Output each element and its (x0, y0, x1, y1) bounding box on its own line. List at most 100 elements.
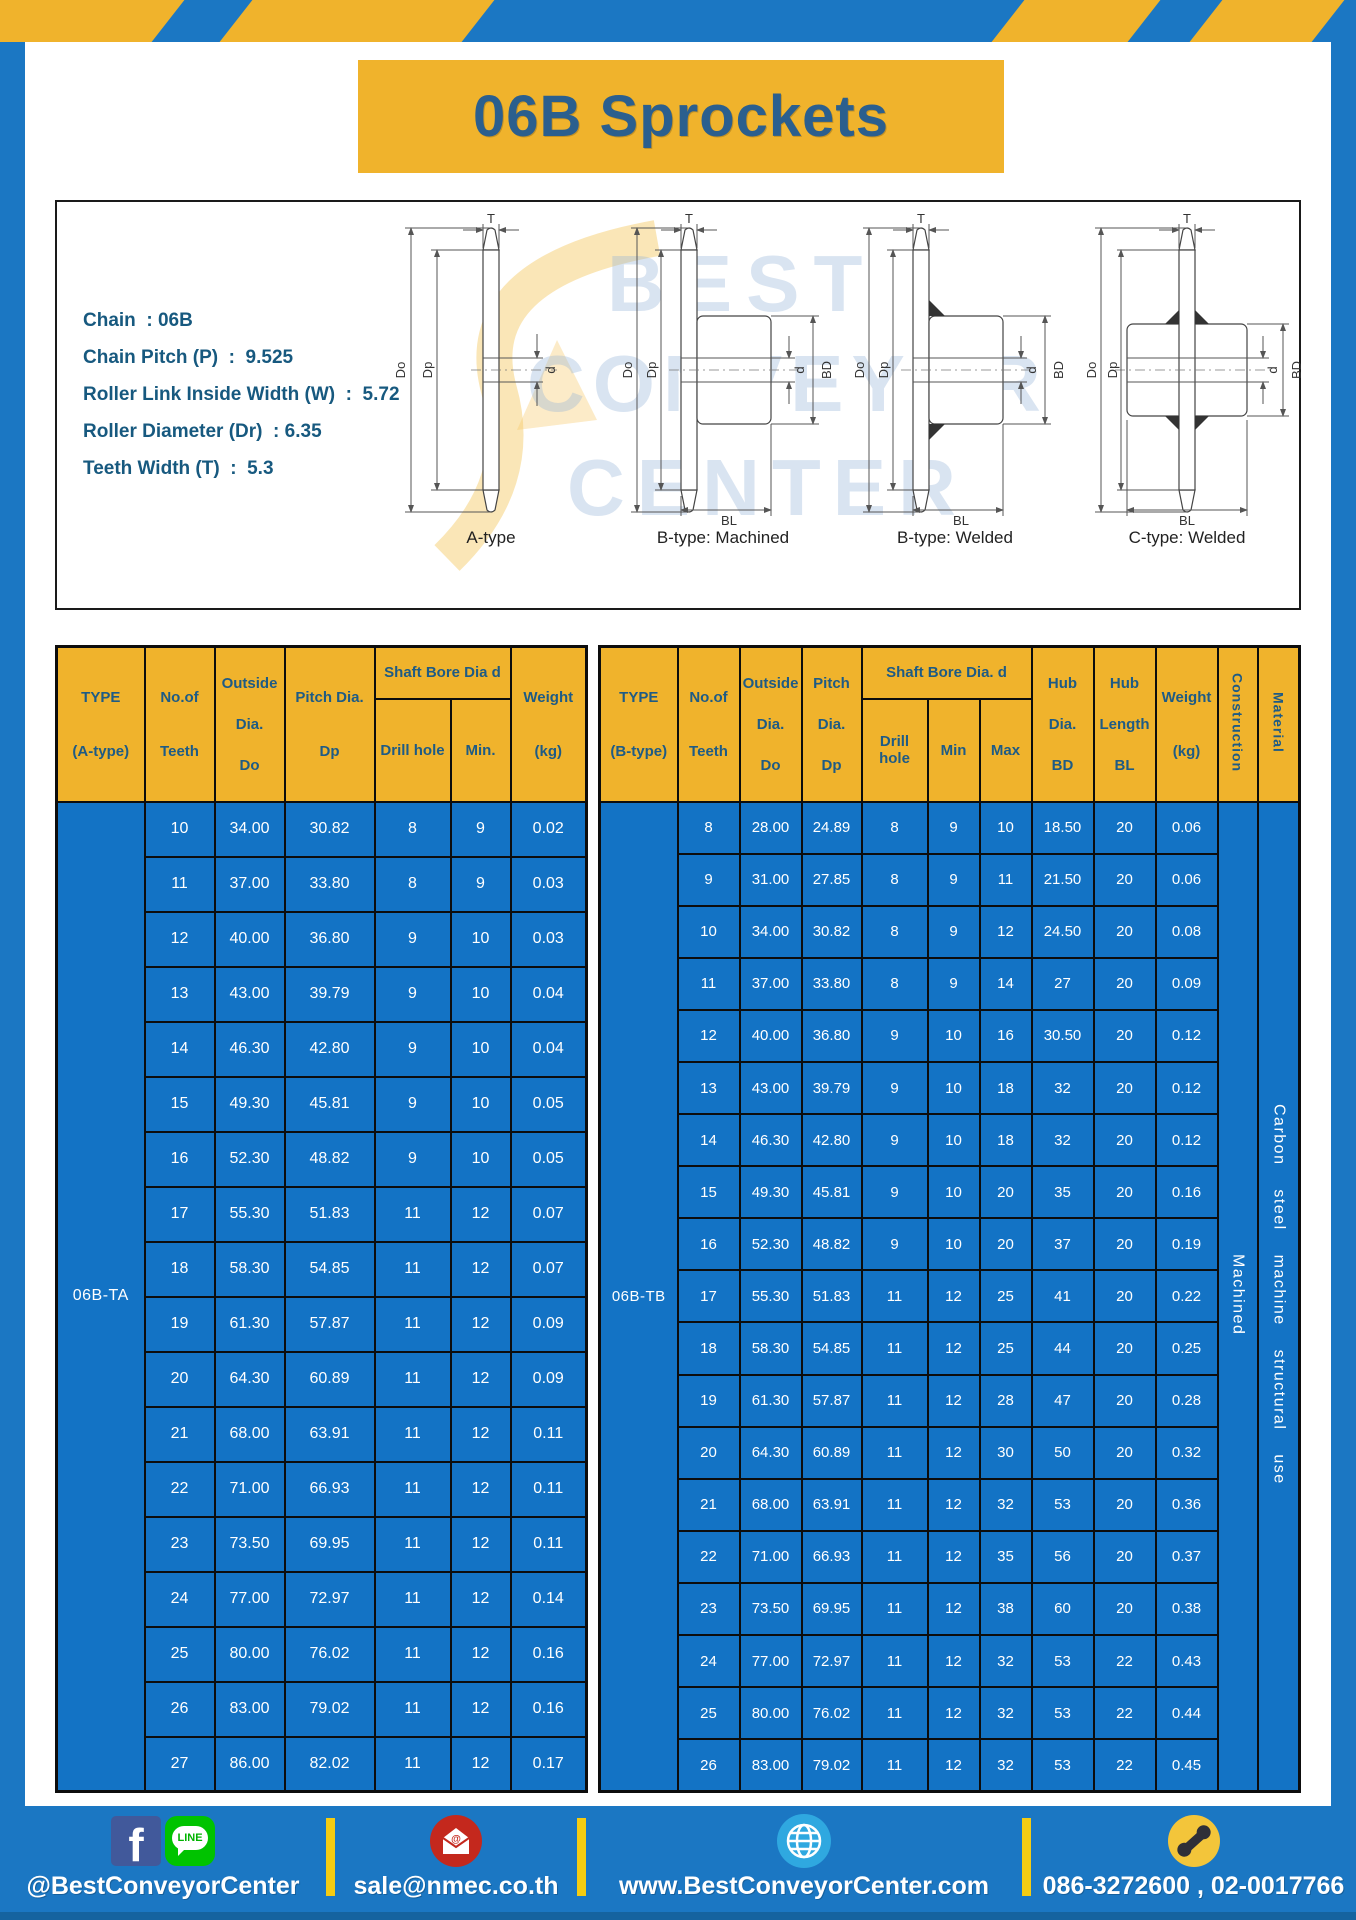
spec-chain: Chain : 06B (83, 310, 193, 331)
footer-phone[interactable]: 086-3272600 , 02-0017766 (1042, 1872, 1345, 1900)
cell-teeth: 16 (676, 1217, 741, 1272)
cell-drill-hole: 11 (860, 1477, 929, 1532)
cell-min: 12 (449, 1515, 512, 1573)
cell-teeth: 13 (676, 1060, 741, 1116)
cell-teeth: 15 (676, 1165, 741, 1220)
spec-teeth-width: Teeth Width (T) : 5.3 (83, 458, 274, 479)
table-row: 14 46.30 42.80 9 10 18 32 20 0.12 (600, 1113, 1300, 1168)
cell-pitch-dia: 69.95 (283, 1515, 376, 1573)
table-row: 21 68.00 63.91 11 12 32 53 20 0.36 (600, 1477, 1300, 1532)
spec-roller-link-width: Roller Link Inside Width (W) : 5.72 (83, 384, 400, 405)
cell-outside-dia: 83.00 (213, 1680, 286, 1738)
cell-min: 12 (926, 1686, 981, 1741)
cell-teeth: 26 (143, 1680, 216, 1738)
cell-hub-dia: 32 (1030, 1113, 1095, 1168)
cell-drill-hole: 8 (860, 852, 929, 907)
material-cell: Carbon steel machine structural use (1256, 800, 1301, 1793)
cell-pitch-dia: 48.82 (800, 1217, 863, 1272)
cell-drill-hole: 9 (860, 1113, 929, 1168)
cell-outside-dia: 31.00 (738, 852, 803, 907)
cell-min: 10 (926, 1113, 981, 1168)
cell-outside-dia: 83.00 (738, 1738, 803, 1793)
cell-pitch-dia: 30.82 (800, 904, 863, 959)
svg-text:Do: Do (393, 362, 408, 379)
svg-text:Do: Do (1084, 362, 1099, 379)
cell-teeth: 21 (676, 1477, 741, 1532)
col-header-drill-hole: Drill hole (860, 697, 929, 803)
spec-roller-diameter: Roller Diameter (Dr) : 6.35 (83, 421, 322, 442)
footer-contact-bar: f LINE @BestConveyorCenter @ sale@nmec.c… (0, 1806, 1356, 1920)
cell-min: 10 (449, 1130, 512, 1188)
cell-weight: 0.16 (1154, 1165, 1219, 1220)
cell-pitch-dia: 57.87 (800, 1373, 863, 1428)
cell-weight: 0.22 (1154, 1269, 1219, 1324)
cell-weight: 0.16 (509, 1680, 588, 1738)
cell-pitch-dia: 24.89 (800, 800, 863, 855)
cell-weight: 0.06 (1154, 852, 1219, 907)
col-header-outside-dia: Outside Dia. Do (213, 645, 286, 803)
table-row: 22 71.00 66.93 11 12 35 56 20 0.37 (600, 1529, 1300, 1584)
cell-max: 30 (978, 1425, 1033, 1480)
cell-pitch-dia: 69.95 (800, 1581, 863, 1637)
cell-min: 12 (926, 1477, 981, 1532)
footer-email[interactable]: sale@nmec.co.th (353, 1872, 559, 1900)
cell-drill-hole: 11 (860, 1738, 929, 1793)
cell-weight: 0.17 (509, 1735, 588, 1793)
table-row: 22 71.00 66.93 11 12 0.11 (57, 1460, 588, 1518)
table-row: 12 40.00 36.80 9 10 0.03 (57, 910, 588, 968)
cell-hub-length: 20 (1092, 904, 1157, 959)
facebook-icon[interactable]: f (111, 1816, 161, 1866)
svg-text:BL: BL (721, 513, 737, 526)
cell-drill-hole: 11 (860, 1633, 929, 1689)
cell-weight: 0.02 (509, 800, 588, 858)
b-type-machined-diagram: Do Dp T d (620, 214, 834, 526)
cell-drill-hole: 9 (860, 1217, 929, 1272)
email-icon[interactable]: @ (429, 1814, 483, 1868)
table-row: 24 77.00 72.97 11 12 0.14 (57, 1570, 588, 1628)
cell-hub-dia: 53 (1030, 1633, 1095, 1689)
table-row: 15 49.30 45.81 9 10 20 35 20 0.16 (600, 1165, 1300, 1220)
cell-hub-dia: 50 (1030, 1425, 1095, 1480)
cell-min: 10 (449, 1075, 512, 1133)
table-row: 26 83.00 79.02 11 12 0.16 (57, 1680, 588, 1738)
table-row: 9 31.00 27.85 8 9 11 21.50 20 0.06 (600, 852, 1300, 907)
cell-hub-dia: 27 (1030, 956, 1095, 1011)
cell-teeth: 22 (676, 1529, 741, 1584)
cell-hub-length: 22 (1092, 1633, 1157, 1689)
col-header-construction: Construction (1216, 645, 1259, 803)
cell-drill-hole: 11 (373, 1735, 452, 1793)
cell-hub-dia: 18.50 (1030, 800, 1095, 855)
footer-social-handle[interactable]: @BestConveyorCenter (26, 1872, 300, 1900)
cell-min: 12 (449, 1570, 512, 1628)
cell-outside-dia: 37.00 (213, 855, 286, 913)
cell-weight: 0.44 (1154, 1686, 1219, 1741)
col-header-shaft-bore-group: Shaft Bore Dia d (373, 645, 512, 700)
globe-icon[interactable] (776, 1813, 832, 1869)
cell-min: 12 (449, 1295, 512, 1353)
cell-max: 25 (978, 1269, 1033, 1324)
cell-min: 12 (449, 1735, 512, 1793)
cell-teeth: 13 (143, 965, 216, 1023)
cell-pitch-dia: 51.83 (800, 1269, 863, 1324)
col-header-max: Max (978, 697, 1033, 803)
cell-max: 14 (978, 956, 1033, 1011)
cell-hub-length: 20 (1092, 1008, 1157, 1063)
cell-weight: 0.19 (1154, 1217, 1219, 1272)
footer-website[interactable]: www.BestConveyorCenter.com (618, 1872, 989, 1900)
cell-pitch-dia: 33.80 (800, 956, 863, 1011)
cell-hub-dia: 44 (1030, 1321, 1095, 1376)
table-row: 12 40.00 36.80 9 10 16 30.50 20 0.12 (600, 1008, 1300, 1063)
table-row: 18 58.30 54.85 11 12 0.07 (57, 1240, 588, 1298)
cell-pitch-dia: 54.85 (283, 1240, 376, 1298)
cell-max: 32 (978, 1477, 1033, 1532)
drawing-b-type-machined: Do Dp T d (607, 214, 839, 548)
phone-icon[interactable] (1167, 1814, 1221, 1868)
col-header-type: TYPE (B-type) (598, 645, 679, 803)
svg-text:d: d (1265, 366, 1280, 373)
line-icon[interactable]: LINE (165, 1816, 215, 1866)
cell-weight: 0.36 (1154, 1477, 1219, 1532)
cell-outside-dia: 77.00 (738, 1633, 803, 1689)
spec-tables: TYPE (A-type) No.of Teeth Outside Dia. Do Pi… (55, 645, 1301, 1793)
table-row: 06B-TA 10 34.00 30.82 8 9 0.02 (55, 800, 588, 1793)
cell-teeth: 17 (143, 1185, 216, 1243)
